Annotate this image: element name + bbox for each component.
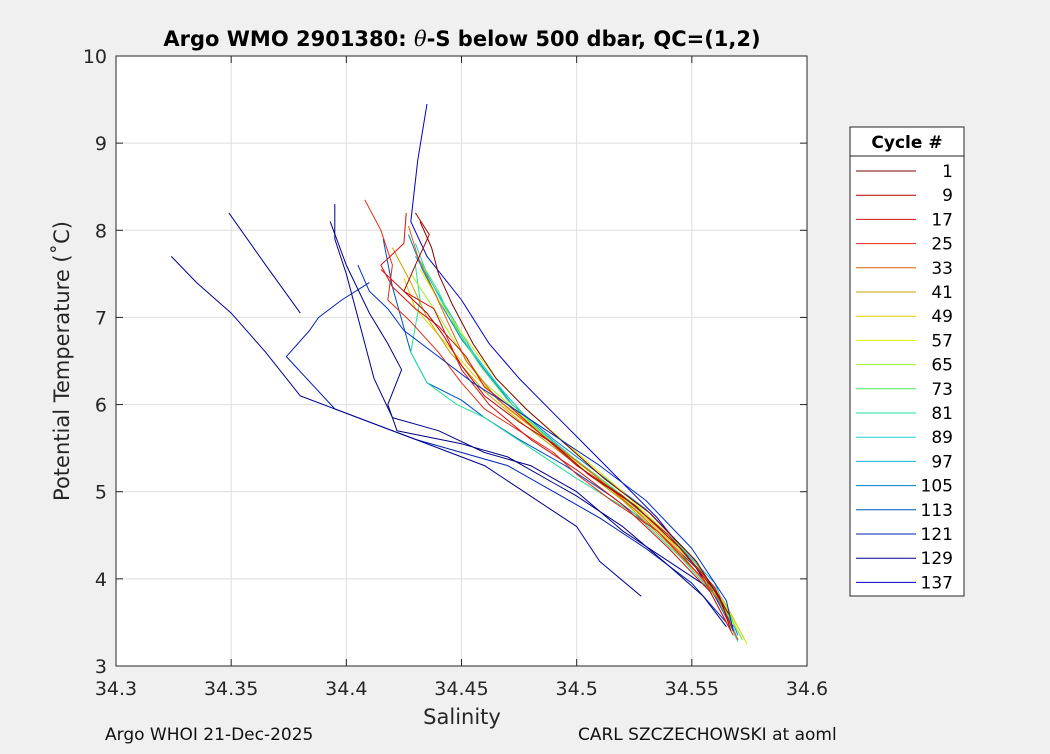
y-tick-label: 3	[95, 656, 107, 678]
series-line-cycle-9a	[403, 212, 732, 632]
x-tick-label: 34.55	[665, 678, 719, 700]
series-line-cycle-129d	[329, 221, 727, 628]
y-tick-label: 9	[95, 133, 107, 155]
y-tick-label: 4	[95, 569, 107, 591]
series-line-cycle-129c	[170, 256, 642, 597]
y-tick-label: 6	[95, 395, 107, 417]
series-line-cycle-121a	[285, 282, 727, 623]
series-line-cycle-129a	[228, 212, 301, 314]
x-tick-label: 34.3	[95, 678, 137, 700]
chart-title-prefix: Argo WMO 2901380:	[163, 27, 414, 51]
legend-label: 33	[931, 259, 953, 279]
series-line-cycle-33a	[408, 225, 739, 641]
theta-symbol: θ	[414, 27, 427, 51]
legend-label: 17	[931, 210, 953, 230]
series-line-cycle-17b	[380, 269, 730, 628]
x-axis-label: Salinity	[423, 705, 501, 729]
y-tick-label: 10	[83, 46, 107, 68]
legend-label: 41	[931, 283, 953, 303]
series-line-cycle-57a	[419, 269, 748, 645]
chart-title: Argo WMO 2901380: θ-S below 500 dbar, QC…	[163, 27, 760, 51]
legend-label: 137	[921, 573, 953, 593]
legend-label: 73	[931, 380, 953, 400]
legend-label: 1	[942, 162, 953, 182]
y-tick-label: 8	[95, 220, 107, 242]
footer-operator: CARL SZCZECHOWSKI at aoml	[578, 725, 837, 745]
legend-label: 89	[931, 428, 953, 448]
y-tick-label: 5	[95, 482, 107, 504]
y-tick-label: 7	[95, 307, 107, 329]
legend-label: 81	[931, 404, 953, 424]
x-tick-label: 34.4	[325, 678, 367, 700]
legend-label: 57	[931, 331, 953, 351]
legend-title: Cycle #	[871, 133, 942, 153]
data-series	[170, 103, 748, 645]
legend-label: 113	[921, 501, 953, 521]
series-line-cycle-1a	[419, 221, 730, 614]
legend-label: 9	[942, 186, 953, 206]
y-axis-label: Potential Temperature (˚C)	[50, 221, 74, 501]
legend-entries: 1 9 17 25 33 41 49 57 65 73 81 89 97 105 113 121 129 137	[856, 162, 953, 593]
chart-title-suffix: -S below 500 dbar, QC=(1,2)	[427, 27, 761, 51]
legend-label: 49	[931, 307, 953, 327]
legend-label: 65	[931, 356, 953, 376]
legend-label: 129	[921, 549, 953, 569]
series-line-cycle-121b	[357, 264, 734, 632]
series-line-cycle-25a	[364, 199, 734, 636]
series-line-cycle-81a	[410, 265, 739, 641]
x-tick-label: 34.45	[434, 678, 488, 700]
x-tick-label: 34.5	[556, 678, 598, 700]
legend-label: 97	[931, 452, 953, 472]
legend-label: 25	[931, 235, 953, 255]
x-tick-label: 34.6	[786, 678, 828, 700]
footer-source-date: Argo WHOI 21-Dec-2025	[105, 725, 314, 745]
series-line-cycle-17a	[380, 212, 734, 632]
legend-label: 105	[921, 477, 953, 497]
x-tick-label: 34.35	[204, 678, 258, 700]
axis-ticks: 34.3 34.35 34.4 34.45 34.5 34.55 34.6 3 4 5 6 7 8 9 10	[83, 46, 828, 700]
legend-label: 121	[921, 525, 953, 545]
legend: Cycle # 1 9 17 25 33 41 49 57 65 73 81 89 97 105 113 12…	[849, 126, 965, 597]
series-line-cycle-129b	[334, 204, 732, 619]
legend-box	[849, 126, 965, 597]
